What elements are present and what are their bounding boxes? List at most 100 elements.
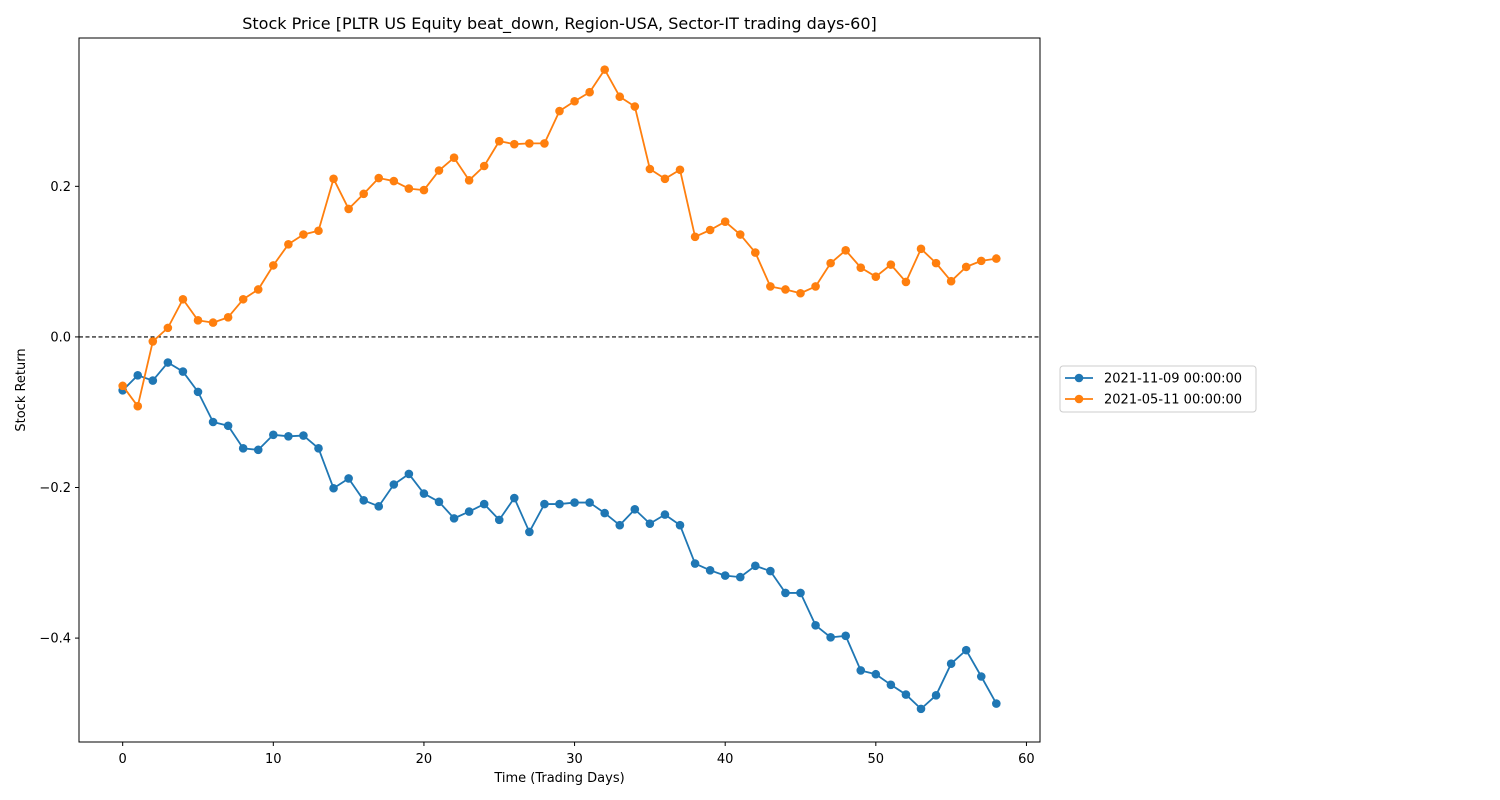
series-2-point bbox=[178, 294, 188, 304]
series-1-point bbox=[314, 444, 323, 453]
series-1-point bbox=[329, 483, 338, 493]
series-2-point bbox=[555, 106, 564, 116]
series-1-point bbox=[479, 499, 489, 509]
series-1-point bbox=[766, 566, 775, 576]
series-2-point bbox=[223, 313, 233, 322]
series-1-point bbox=[208, 417, 218, 427]
series-2-point bbox=[163, 323, 173, 333]
series-1-point bbox=[494, 515, 504, 525]
series-2-point bbox=[796, 288, 805, 298]
series-1-point bbox=[856, 666, 866, 675]
series-1-point bbox=[841, 631, 850, 641]
series-2-point bbox=[735, 230, 745, 239]
legend-marker-swatch bbox=[1074, 394, 1084, 404]
series-1-point bbox=[555, 499, 564, 509]
series-1-point bbox=[720, 571, 730, 580]
series-1-point bbox=[133, 371, 143, 380]
series-2-point bbox=[148, 337, 158, 346]
series-2-point bbox=[299, 230, 308, 239]
series-1-point bbox=[238, 444, 248, 453]
x-tick-label: 30 bbox=[566, 752, 583, 767]
plot-frame bbox=[78, 37, 1041, 743]
series-2-point bbox=[359, 189, 368, 199]
series-2-point bbox=[615, 92, 625, 102]
series-2-point bbox=[434, 166, 444, 175]
series-1-point bbox=[374, 502, 384, 511]
series-2-point bbox=[856, 263, 866, 272]
series-1-point bbox=[781, 588, 790, 598]
plot-area bbox=[79, 65, 1040, 714]
y-tick-label: −0.4 bbox=[39, 632, 71, 647]
series-2-point bbox=[284, 240, 293, 249]
chart-title: Stock Price [PLTR US Equity beat_down, R… bbox=[242, 14, 877, 34]
series-1-point bbox=[946, 659, 956, 668]
series-1-point bbox=[223, 421, 233, 431]
series-2-point bbox=[675, 165, 685, 175]
series-1-point bbox=[961, 645, 971, 655]
series-2-point bbox=[630, 102, 640, 111]
legend-box bbox=[1059, 365, 1257, 413]
series-2-point bbox=[931, 258, 941, 268]
series-1-point bbox=[705, 566, 715, 575]
x-tick-label: 60 bbox=[1018, 752, 1035, 767]
series-1-point bbox=[570, 498, 579, 507]
series-2-point bbox=[811, 282, 820, 291]
series-2-point bbox=[479, 161, 489, 171]
y-tick-label: −0.2 bbox=[39, 481, 71, 496]
series-2-point bbox=[269, 261, 278, 270]
x-axis-label: Time (Trading Days) bbox=[493, 771, 624, 786]
series-1-point bbox=[178, 367, 188, 376]
legend-marker-swatch bbox=[1074, 373, 1084, 383]
series-2-point bbox=[419, 185, 429, 195]
x-tick-label: 40 bbox=[717, 752, 734, 767]
series-2-point bbox=[901, 277, 911, 287]
series-2 bbox=[118, 65, 1001, 411]
series-2-point bbox=[705, 225, 715, 235]
series-2-point bbox=[992, 254, 1001, 263]
series-2-point bbox=[404, 184, 414, 193]
series-2-point bbox=[826, 258, 835, 268]
series-1-point bbox=[344, 474, 353, 483]
y-tick-label: 0.0 bbox=[50, 330, 71, 345]
series-2-point bbox=[886, 260, 896, 269]
series-2-point bbox=[510, 139, 519, 149]
legend-entry-label: 2021-05-11 00:00:00 bbox=[1104, 393, 1242, 408]
series-1-point bbox=[540, 499, 549, 509]
legend: 2021-11-09 00:00:00 2021-05-11 00:00:00 bbox=[1059, 365, 1257, 413]
series-2-point bbox=[766, 282, 775, 291]
series-2-point bbox=[238, 294, 248, 304]
x-tick-label: 20 bbox=[416, 752, 433, 767]
series-1-point bbox=[630, 505, 640, 514]
series-2-point bbox=[193, 316, 203, 325]
series-2-point bbox=[871, 272, 881, 281]
series-2-point bbox=[751, 248, 760, 257]
series-1-point bbox=[675, 520, 685, 530]
series-1-point bbox=[525, 527, 534, 537]
series-1-point bbox=[796, 588, 805, 598]
series-1-point bbox=[449, 514, 459, 523]
series-1-point bbox=[419, 489, 429, 498]
series-1-point bbox=[585, 498, 594, 507]
series-1-point bbox=[931, 691, 941, 700]
series-2-point bbox=[374, 173, 384, 183]
series-1-point bbox=[253, 445, 263, 455]
series-1-point bbox=[148, 376, 158, 385]
series-1 bbox=[118, 358, 1001, 714]
x-tick-label: 0 bbox=[119, 752, 127, 767]
series-1-point bbox=[269, 430, 278, 440]
series-1-point bbox=[992, 699, 1001, 708]
series-1-point bbox=[434, 497, 444, 507]
series-2-point bbox=[690, 232, 700, 242]
series-2-point bbox=[976, 256, 986, 266]
series-1-point bbox=[359, 496, 368, 505]
series-1-point bbox=[751, 561, 760, 571]
series-2-point bbox=[314, 226, 323, 236]
y-tick-label: 0.2 bbox=[50, 180, 71, 195]
series-1-point bbox=[660, 510, 670, 519]
series-1-point bbox=[886, 680, 896, 690]
series-2-point bbox=[449, 153, 459, 163]
series-1-point bbox=[510, 493, 519, 503]
x-tick-label: 50 bbox=[868, 752, 885, 767]
series-2-point bbox=[781, 285, 790, 294]
